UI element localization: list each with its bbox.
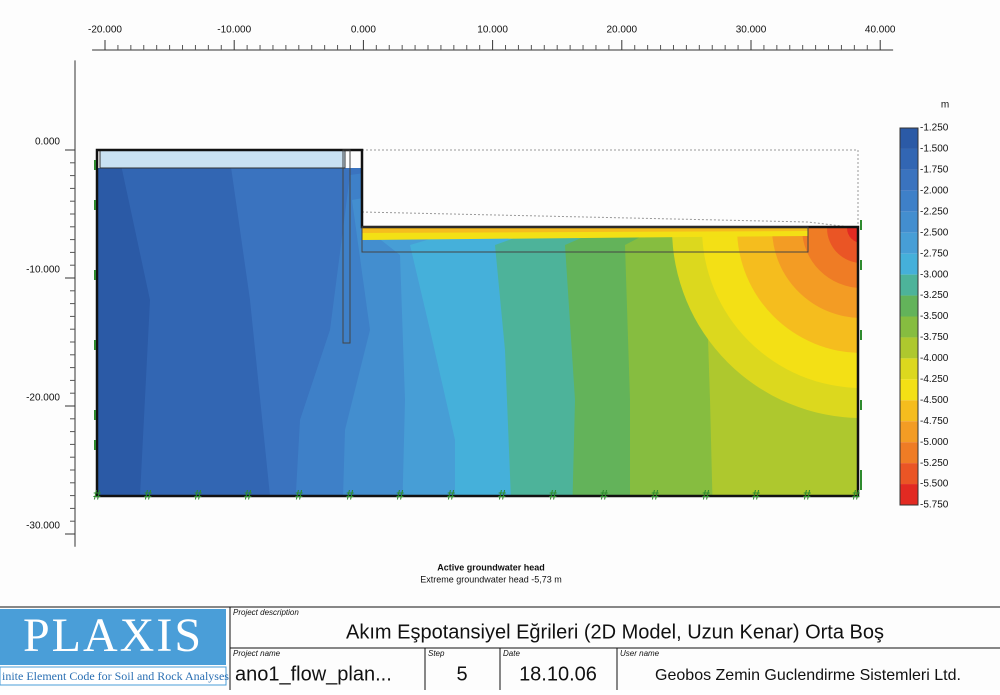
colorbar-band [900,358,918,380]
colorbar-unit: m [941,100,949,111]
colorbar-band [900,253,918,275]
field-label: User name [620,649,660,658]
x-tick-label: -10.000 [217,25,251,36]
colorbar-label: -3.750 [920,332,949,343]
contour-band [362,227,808,233]
x-tick-label: -20.000 [88,25,122,36]
fixity: # [93,487,101,503]
fixity: # [447,487,455,503]
tagline: inite Element Code for Soil and Rock Ana… [2,669,229,683]
field-label: Project name [233,649,281,658]
step: 5 [456,663,467,685]
y-tick-label: 0.000 [35,137,60,148]
colorbar-label: -4.000 [920,353,949,364]
colorbar-label: -1.500 [920,144,949,155]
colorbar-band [900,232,918,254]
fixity: # [194,487,202,503]
fixity: # [549,487,557,503]
excavated-outline [362,149,859,227]
fixity: # [295,487,303,503]
phreatic-line [361,211,859,229]
fixity: # [144,487,152,503]
user-name: Geobos Zemin Guclendirme Sistemleri Ltd. [655,667,961,684]
colorbar-label: -3.250 [920,290,949,301]
x-tick-label: 40.000 [865,25,896,36]
description: Akım Eşpotansiyel Eğrileri (2D Model, Uz… [346,621,884,643]
colorbar-label: -4.500 [920,395,949,406]
x-tick-label: 30.000 [736,25,767,36]
colorbar-label: -4.750 [920,416,949,427]
colorbar-label: -2.000 [920,185,949,196]
fixity: # [346,487,354,503]
colorbar-band [900,379,918,401]
model-boundary [95,148,860,498]
colorbar-label: -5.250 [920,458,949,469]
y-tick-label: -20.000 [26,393,60,404]
colorbar-label: -3.500 [920,311,949,322]
colorbar-label: -4.250 [920,374,949,385]
field-label: Step [428,649,445,658]
colorbar-frame [899,127,919,506]
colorbar-band [900,463,918,485]
x-tick-label: 0.000 [351,25,376,36]
colorbar-label: -2.500 [920,227,949,238]
fixity: # [803,487,811,503]
colorbar-label: -5.000 [920,437,949,448]
colorbar-label: -1.250 [920,123,949,134]
water-zone [99,149,346,169]
colorbar-band [900,211,918,233]
colorbar-band [900,169,918,191]
x-tick-label: 10.000 [477,25,508,36]
y-tick-label: -10.000 [26,265,60,276]
fixity: # [396,487,404,503]
tagline-box [0,666,227,686]
colorbar-label: -1.750 [920,165,949,176]
colorbar-label: -2.750 [920,248,949,259]
logo-box [0,609,226,665]
excavation-zone [361,226,809,253]
fixity: # [702,487,710,503]
y-tick-label: -30.000 [26,521,60,532]
colorbar-label: -2.250 [920,206,949,217]
colorbar-band [900,400,918,422]
fixity: # [600,487,608,503]
colorbar-label: -5.500 [920,479,949,490]
fixity: # [752,487,760,503]
colorbar-band [900,274,918,296]
logo: PLAXIS [23,609,203,662]
date: 18.10.06 [519,663,597,685]
colorbar-label: -3.000 [920,269,949,280]
colorbar-band [900,337,918,359]
project-name: ano1_flow_plan... [235,663,392,685]
fixity: # [651,487,659,503]
colorbar-label: -5.750 [920,500,949,511]
colorbar-band [900,148,918,170]
block-grid [229,607,1000,690]
plot-title: Active groundwater head [437,562,545,572]
field-label: Date [503,649,520,658]
colorbar-band [900,316,918,338]
fixity: # [244,487,252,503]
colorbar-band [900,295,918,317]
sheet-pile [342,149,351,344]
colorbar-band [900,421,918,443]
colorbar-band [900,190,918,212]
fixity: # [498,487,506,503]
field-label: Project description [233,608,299,617]
colorbar-band [900,442,918,464]
fixities: # # # # # # # # # # # # # # # # [93,160,862,503]
colorbar-band [900,128,918,149]
colorbar-band [900,484,918,505]
plot-subtitle: Extreme groundwater head -5,73 m [420,574,562,584]
fixity: # [852,487,860,503]
x-tick-label: 20.000 [607,25,638,36]
